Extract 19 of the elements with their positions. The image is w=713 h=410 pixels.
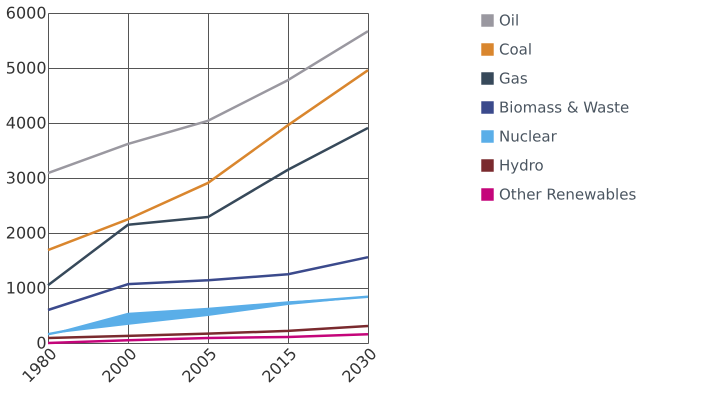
y-tick-label: 3000 (6, 168, 46, 188)
line-series (46, 256, 370, 312)
legend-label: Other Renewables (499, 186, 636, 204)
legend-label: Nuclear (499, 128, 558, 146)
legend-label: Gas (499, 70, 528, 88)
line-series (46, 30, 370, 174)
y-tick-label: 5000 (6, 58, 46, 78)
line-series (46, 126, 370, 286)
y-tick-label: 1000 (6, 278, 46, 298)
legend-label: Oil (499, 12, 520, 30)
y-tick-label: 6000 (6, 4, 46, 22)
legend-label: Coal (499, 40, 532, 58)
y-tick-label: 2000 (6, 224, 46, 242)
line-series (46, 68, 370, 252)
legend-label: Biomass & Waste (499, 98, 630, 116)
line-series (46, 324, 370, 340)
line-series (46, 332, 370, 344)
legend-label: Hydro (499, 156, 544, 174)
y-tick-label: 4000 (6, 114, 46, 132)
